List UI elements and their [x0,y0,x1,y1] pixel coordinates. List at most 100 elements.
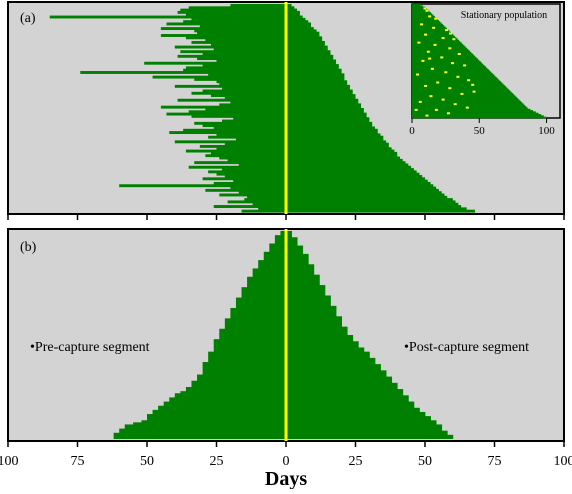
post-capture-bar [303,254,309,439]
pre-capture-bar [247,277,253,439]
post-capture-bar [447,435,453,439]
pre-capture-bar [175,393,181,439]
pre-capture-bar [253,268,259,439]
inset-dot [424,85,427,87]
pre-capture-bar [114,433,120,439]
post-capture-bar [353,341,359,439]
post-capture-annotation: •Post-capture segment [404,340,529,355]
inset-dot [449,33,452,35]
post-capture-bar [330,306,336,439]
pre-capture-bar [133,422,142,439]
inset-dot [417,42,420,44]
pre-capture-bar [219,329,225,439]
pre-capture-bar [186,387,192,439]
pre-capture-bar [153,410,159,439]
pre-capture-bar [197,375,203,439]
pre-capture-bar [214,339,220,439]
post-capture-bar [414,408,420,439]
post-capture-bar [369,358,375,439]
x-tick-label: 100 [0,454,19,469]
x-tick-label: 25 [349,454,363,469]
post-capture-bar [375,364,381,439]
post-capture-bar [436,424,442,439]
inset-tick-label: 0 [409,125,415,137]
pre-capture-bar [203,362,209,439]
inset-dot [424,34,427,36]
pre-capture-bar [264,252,270,439]
pre-capture-bar [164,402,170,439]
inset-dot [432,27,435,29]
inset-dot [416,74,419,76]
post-capture-bar [381,370,387,439]
post-capture-bar [292,237,298,439]
panel-b: (b) •Pre-capture segment •Post-capture s… [8,229,564,447]
x-tick-labels: 100 75 50 25 0 25 50 75 100 [0,454,572,469]
pre-capture-bar [141,420,147,439]
post-capture-bar [403,395,409,439]
inset-dot [456,76,459,78]
x-tick-label: 75 [71,454,85,469]
post-capture-bar [314,275,320,439]
post-capture-bar [425,416,431,439]
x-tick-label: 0 [283,454,290,469]
post-capture-bar [325,295,331,439]
pre-capture-bar [191,381,197,439]
x-axis-title: Days [265,468,307,489]
pre-capture-bar [258,260,264,439]
post-capture-bar [364,352,370,439]
post-capture-bar [336,316,342,439]
pre-capture-bar [236,298,242,439]
inset-dot [442,99,445,101]
pre-capture-annotation: •Pre-capture segment [30,340,150,355]
post-capture-bar [397,389,403,439]
inset-dot [420,23,423,25]
pre-capture-bar [230,308,236,439]
inset-dot [447,112,450,114]
inset-dot [451,62,454,64]
post-capture-bar [392,383,398,439]
post-capture-bar [342,327,348,439]
inset-dot [415,109,418,111]
residence-bar [242,210,476,213]
pre-capture-bar [169,397,175,439]
x-tick-label: 100 [554,454,572,469]
x-tick-label: 50 [418,454,432,469]
inset-dot [440,56,443,58]
post-capture-bar [442,431,448,439]
post-capture-bar [358,347,364,439]
pre-capture-bar [158,406,164,439]
inset-dot [434,18,437,20]
inset-dot [429,95,432,97]
inset-dot [427,51,430,53]
x-tick-label: 50 [140,454,154,469]
x-tick-label: 75 [488,454,502,469]
panel-a-label: (a) [20,11,36,26]
inset-dot [448,87,451,89]
pre-capture-bar [147,414,153,439]
inset-dot [444,71,447,73]
post-capture-bar [431,420,437,439]
inset-dot [419,101,422,103]
inset-dot [452,38,455,40]
inset-dot [434,44,437,46]
post-capture-bar [308,264,314,439]
inset-dot [466,107,469,109]
inset-dot [454,103,457,105]
inset-dot [448,47,451,49]
inset-dot [431,68,434,70]
pre-capture-bar [225,318,231,439]
inset-dot [423,7,426,9]
post-capture-bar [347,335,353,439]
pre-capture-bar [275,235,281,439]
x-tick-label: 25 [210,454,224,469]
inset-dot [428,15,431,17]
pre-capture-bar [125,424,134,439]
inset-dot [463,64,466,66]
inset-dot [436,82,439,84]
pre-capture-bar [242,287,248,439]
inset-dot [467,79,470,81]
